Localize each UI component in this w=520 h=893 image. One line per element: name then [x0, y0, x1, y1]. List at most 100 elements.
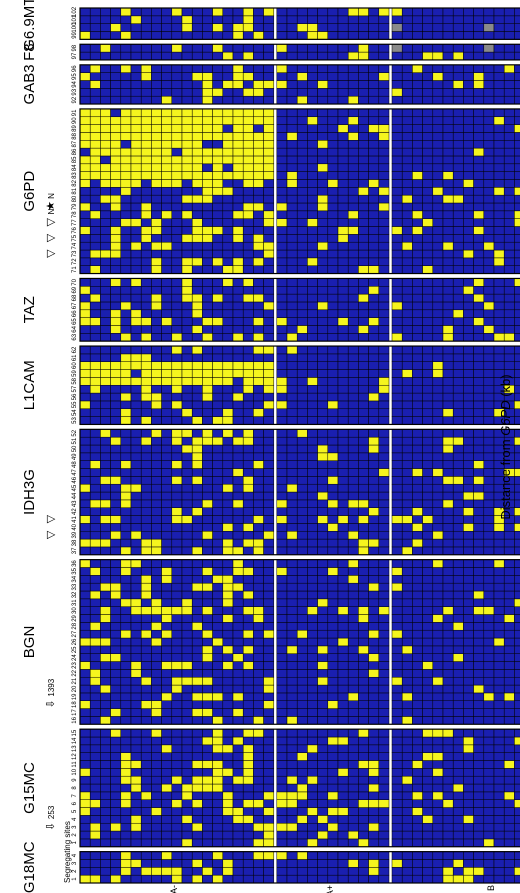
genotype-cell	[130, 317, 142, 326]
genotype-cell	[222, 293, 234, 303]
genotype-cell	[202, 775, 213, 785]
genotype-cell	[171, 452, 183, 461]
genotype-cell	[347, 293, 359, 303]
genotype-cell	[253, 637, 264, 647]
genotype-cell	[120, 538, 132, 548]
genotype-cell	[327, 728, 339, 738]
genotype-cell	[442, 791, 454, 800]
site-number: 47	[72, 468, 78, 475]
genotype-cell	[463, 791, 474, 800]
genotype-cell	[391, 392, 403, 402]
genotype-cell	[452, 783, 464, 793]
genotype-cell	[110, 124, 122, 133]
genotype-cell	[120, 622, 132, 631]
genotype-cell	[276, 515, 288, 524]
genotype-cell	[276, 775, 288, 785]
genotype-cell	[378, 286, 390, 295]
genotype-cell	[181, 187, 193, 196]
genotype-cell	[212, 317, 224, 326]
genotype-cell	[286, 483, 298, 493]
genotype-cell	[412, 546, 423, 556]
genotype-cell	[161, 622, 173, 631]
genotype-cell	[232, 194, 244, 204]
genotype-cell	[181, 301, 193, 311]
genotype-cell	[391, 301, 403, 311]
genotype-cell	[202, 436, 213, 446]
genotype-cell	[337, 567, 349, 576]
genotype-cell	[151, 614, 162, 623]
genotype-cell	[442, 807, 454, 816]
genotype-cell	[130, 436, 142, 446]
genotype-cell	[442, 108, 454, 118]
genotype-cell	[307, 317, 318, 326]
genotype-cell	[232, 661, 244, 670]
genotype-cell	[120, 590, 132, 600]
genotype-cell	[276, 64, 288, 73]
genotype-cell	[253, 736, 264, 746]
genotype-cell	[151, 147, 162, 157]
genotype-cell	[296, 538, 308, 548]
genotype-cell	[378, 444, 390, 454]
genotype-cell	[130, 538, 142, 548]
genotype-cell	[181, 515, 193, 524]
genotype-cell	[130, 606, 142, 615]
genotype-cell	[337, 444, 349, 454]
genotype-cell	[317, 116, 329, 125]
genotype-cell	[452, 436, 464, 446]
genotype-cell	[232, 179, 244, 188]
genotype-cell	[307, 483, 318, 493]
genotype-cell	[327, 293, 339, 303]
genotype-cell	[368, 523, 380, 532]
genotype-cell	[378, 187, 390, 196]
genotype-cell	[483, 452, 495, 461]
genotype-cell	[242, 653, 254, 662]
genotype-cell	[401, 859, 413, 868]
genotype-cell	[307, 249, 318, 259]
genotype-cell	[120, 147, 132, 157]
genotype-cell	[181, 286, 193, 295]
genotype-cell	[347, 392, 359, 402]
genotype-cell	[253, 429, 264, 438]
genotype-cell	[378, 645, 390, 654]
genotype-cell	[337, 523, 349, 532]
genotype-cell	[368, 444, 380, 454]
genotype-cell	[368, 716, 380, 725]
genotype-cell	[452, 653, 464, 662]
genotype-cell	[161, 80, 173, 89]
genotype-cell	[222, 645, 234, 654]
genotype-cell	[232, 559, 244, 568]
genotype-cell	[442, 333, 454, 342]
genotype-cell	[317, 226, 329, 235]
genotype-cell	[296, 226, 308, 235]
genotype-cell	[222, 874, 234, 884]
genotype-cell	[171, 171, 183, 180]
genotype-cell	[452, 345, 464, 355]
genotype-cell	[130, 202, 142, 212]
genotype-cell	[161, 241, 173, 251]
site-number: 70	[72, 278, 78, 285]
genotype-cell	[432, 124, 444, 133]
genotype-cell	[140, 559, 152, 568]
genotype-cell	[368, 241, 380, 251]
genotype-cell	[483, 559, 495, 568]
genotype-cell	[368, 874, 380, 884]
genotype-cell	[368, 132, 380, 141]
genotype-cell	[412, 575, 423, 584]
genotype-cell	[276, 692, 288, 701]
genotype-cell	[181, 293, 193, 303]
genotype-cell	[120, 286, 132, 295]
genotype-cell	[100, 95, 111, 105]
genotype-cell	[161, 716, 173, 725]
genotype-cell	[347, 416, 359, 425]
genotype-cell	[514, 483, 520, 493]
genotype-cell	[317, 241, 329, 251]
genotype-cell	[463, 155, 474, 165]
genotype-cell	[181, 210, 193, 219]
genotype-cell	[422, 241, 434, 251]
genotype-cell	[110, 851, 122, 860]
genotype-cell	[212, 353, 224, 362]
genotype-cell	[493, 194, 505, 204]
genotype-cell	[253, 559, 264, 568]
genotype-cell	[161, 194, 173, 204]
genotype-cell	[100, 309, 111, 318]
